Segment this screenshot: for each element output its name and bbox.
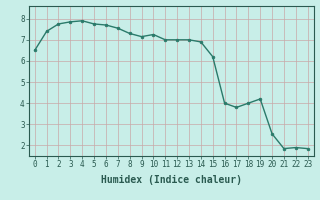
X-axis label: Humidex (Indice chaleur): Humidex (Indice chaleur)	[101, 175, 242, 185]
